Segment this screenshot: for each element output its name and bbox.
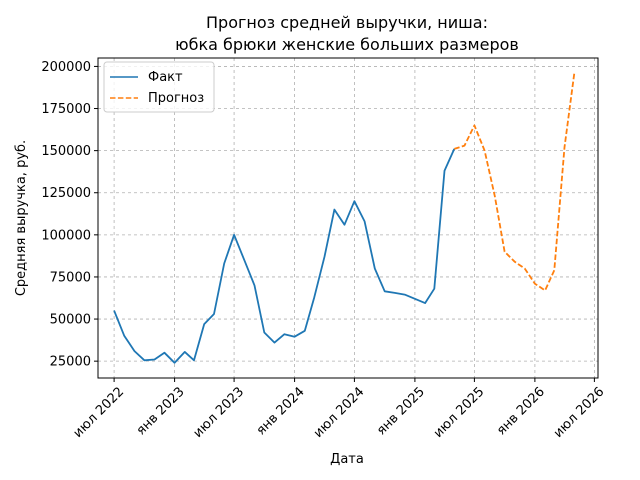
data-point-forecast [463, 144, 466, 147]
data-point-fact [343, 223, 346, 226]
data-point-fact [413, 297, 416, 300]
data-point-forecast [523, 267, 526, 270]
data-point-fact [192, 359, 195, 362]
data-point-fact [232, 233, 235, 236]
series-lines [113, 72, 576, 364]
series-line-fact [113, 148, 456, 364]
data-point-forecast [513, 260, 516, 263]
data-point-fact [133, 349, 136, 352]
data-point-fact [333, 208, 336, 211]
legend-label-forecast: Прогноз [148, 91, 204, 106]
chart-title-line-1: Прогноз средней выручки, ниша: [206, 13, 488, 32]
data-point-fact [293, 335, 296, 338]
data-point-forecast [473, 124, 476, 127]
data-point-forecast [543, 289, 546, 292]
data-point-fact [383, 290, 386, 293]
data-point-fact [153, 358, 156, 361]
data-point-fact [212, 312, 215, 315]
data-point-forecast [503, 250, 506, 253]
data-point-fact [353, 200, 356, 203]
data-point-fact [433, 287, 436, 290]
data-point-fact [243, 259, 246, 262]
data-point-forecast [573, 72, 576, 75]
data-point-fact [173, 361, 176, 364]
y-tick-label: 75000 [50, 270, 91, 285]
y-tick-label: 25000 [50, 355, 91, 370]
data-point-fact [323, 255, 326, 258]
data-point-fact [373, 267, 376, 270]
data-point-forecast [493, 195, 496, 198]
data-point-fact [163, 351, 166, 354]
data-point-fact [423, 301, 426, 304]
data-point-fact [113, 309, 116, 312]
chart-title-line-2: юбка брюки женские больших размеров [175, 35, 519, 54]
plot-frame [97, 57, 599, 379]
y-tick-label: 125000 [41, 186, 91, 201]
x-axis-label: Дата [330, 452, 364, 467]
legend-box [103, 61, 215, 113]
data-point-forecast [533, 282, 536, 285]
data-point-fact [273, 341, 276, 344]
data-point-fact [253, 284, 256, 287]
y-tick-label: 100000 [41, 228, 91, 243]
data-point-fact [313, 296, 316, 299]
y-tick-label: 200000 [41, 60, 91, 75]
data-point-forecast [453, 147, 456, 150]
series-line-forecast [454, 73, 576, 292]
y-tick-label: 175000 [41, 102, 91, 117]
data-point-fact [183, 350, 186, 353]
legend-label-fact: Факт [148, 70, 183, 85]
data-point-fact [203, 323, 206, 326]
data-point-forecast [553, 269, 556, 272]
y-tick-label: 150000 [41, 144, 91, 159]
grid [98, 58, 598, 378]
data-point-fact [123, 334, 126, 337]
y-tick-label: 50000 [50, 313, 91, 328]
data-point-fact [303, 329, 306, 332]
legend: Факт Прогноз [103, 61, 215, 113]
y-axis-label: Средняя выручка, руб. [14, 140, 29, 296]
data-point-fact [443, 169, 446, 172]
data-point-forecast [483, 149, 486, 152]
data-point-fact [363, 220, 366, 223]
data-point-fact [223, 262, 226, 265]
data-point-fact [263, 331, 266, 334]
data-point-fact [143, 359, 146, 362]
data-point-fact [393, 291, 396, 294]
data-point-fact [403, 293, 406, 296]
data-point-forecast [563, 146, 566, 149]
data-point-fact [283, 333, 286, 336]
